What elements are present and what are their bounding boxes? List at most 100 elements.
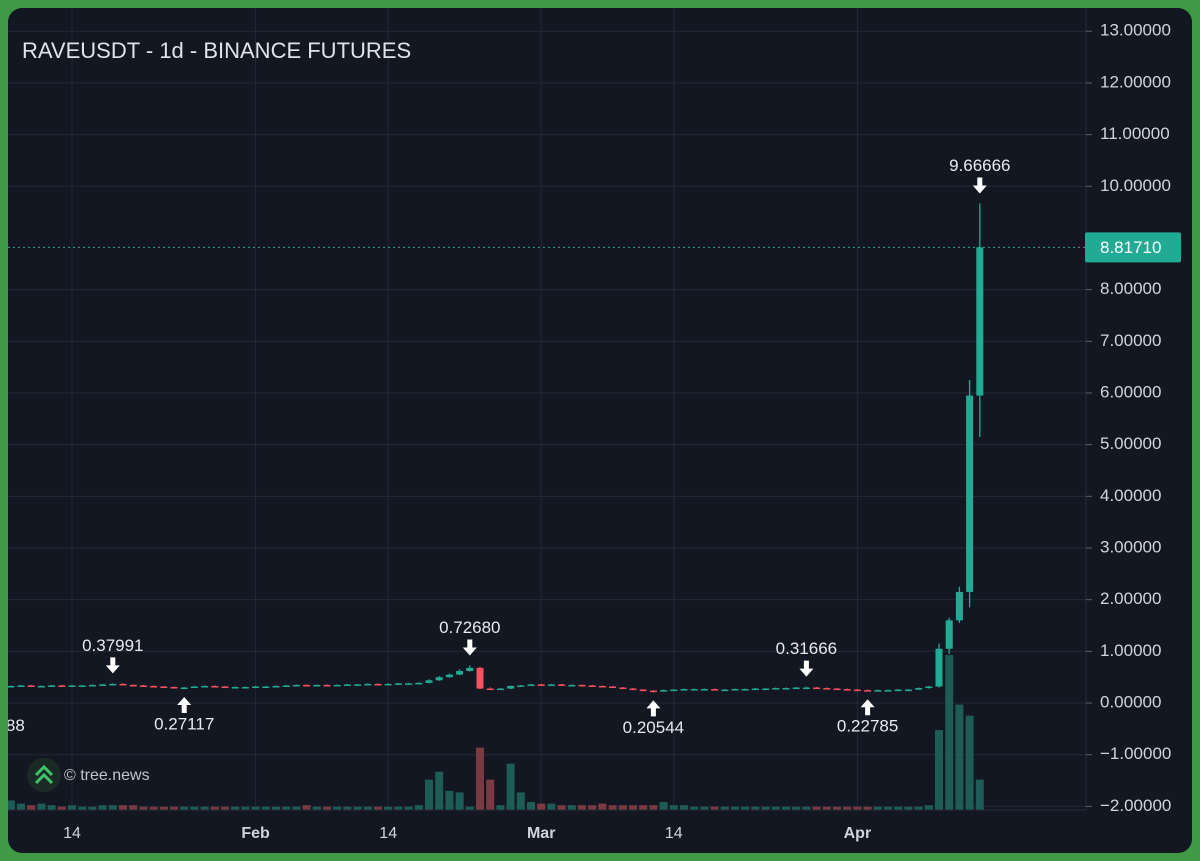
candle-body	[292, 684, 300, 687]
last-price-tag	[1085, 232, 1181, 263]
volume-bar	[741, 806, 750, 810]
volume-bar	[904, 806, 913, 810]
volume-bar	[404, 806, 413, 810]
candle-body	[955, 591, 963, 621]
volume-bar	[884, 806, 892, 810]
watermark-text: © tree.news	[64, 767, 150, 784]
candle-body	[751, 688, 759, 691]
volume-bar	[139, 806, 148, 810]
candle-body	[323, 684, 331, 687]
candle-body	[221, 686, 229, 688]
candle-body	[78, 685, 86, 687]
annotations: 0.37991 0.27117 0.72680 0.20544 0.31666 0.227…	[8, 156, 1011, 737]
volume-pane	[8, 655, 984, 810]
candle-body	[864, 690, 872, 692]
candle-body	[150, 685, 158, 688]
volume-bar	[374, 806, 382, 810]
candle-body	[333, 684, 341, 687]
annotation-label: 0.22785	[837, 717, 898, 736]
candle-body	[282, 685, 290, 687]
volume-bar	[506, 763, 515, 810]
candle-body	[598, 685, 606, 688]
annotation-arrow	[799, 660, 814, 677]
candle-body	[68, 685, 76, 687]
volume-bar	[649, 805, 658, 810]
volume-bar	[159, 806, 168, 810]
volume-bar	[853, 806, 862, 810]
candle-body	[660, 690, 668, 692]
volume-bar	[629, 805, 637, 810]
candle-body	[27, 685, 35, 687]
volume-bar	[792, 806, 801, 810]
volume-bar	[618, 805, 627, 810]
volume-bar	[659, 802, 668, 810]
candle-body	[558, 684, 566, 686]
chart-title: RAVEUSDT - 1d - BINANCE FUTURES	[22, 38, 411, 63]
candle-body	[405, 683, 413, 685]
watermark: © tree.news	[27, 758, 150, 792]
volume-bar	[639, 805, 648, 810]
volume-bar	[57, 806, 66, 810]
candle-body	[680, 689, 688, 691]
volume-bar	[78, 806, 87, 810]
volume-bar	[567, 805, 576, 810]
candle-body	[609, 686, 617, 688]
volume-bar	[690, 806, 699, 810]
volume-bar	[302, 805, 311, 810]
volume-bar	[588, 805, 597, 810]
candle-body	[160, 686, 168, 688]
axes: 13.00000 12.00000 11.00000 10.00000 8.00000 7…	[63, 21, 1181, 842]
candle-body	[394, 683, 402, 685]
candle-body	[772, 688, 780, 690]
y-tick-label: 5.00000	[1100, 434, 1161, 453]
candle-body	[109, 683, 117, 686]
annotation-arrow	[105, 657, 120, 674]
candle-body	[833, 688, 841, 691]
volume-bar	[384, 806, 393, 810]
candle-body	[129, 684, 137, 687]
candle-body	[354, 684, 362, 686]
candle-body	[374, 683, 382, 686]
candle-body	[935, 648, 943, 687]
volume-bar	[108, 805, 117, 810]
volume-bar	[720, 806, 729, 810]
candle-body	[894, 689, 902, 692]
candle-body	[211, 685, 219, 688]
candle-body	[476, 667, 484, 689]
y-tick-label: 3.00000	[1100, 537, 1161, 556]
y-tick-label: 4.00000	[1100, 486, 1161, 505]
volume-bar	[394, 806, 403, 810]
volume-bar	[119, 805, 127, 810]
candle-body	[364, 683, 372, 686]
volume-bar	[251, 806, 260, 810]
candle-body	[384, 683, 392, 686]
volume-bar	[333, 806, 342, 810]
volume-bar	[272, 806, 280, 810]
volume-bar	[200, 806, 209, 810]
candle-body	[537, 684, 545, 686]
x-tick-label: 14	[63, 825, 81, 842]
candle-body	[527, 684, 535, 686]
candle-body	[782, 688, 790, 690]
volume-bar	[843, 806, 852, 810]
volume-bar	[608, 805, 617, 810]
candle-body	[425, 680, 433, 683]
volume-bar	[210, 806, 219, 810]
volume-bar	[17, 803, 25, 810]
candle-body	[629, 688, 637, 691]
candle-body	[904, 689, 912, 692]
annotation-arrow	[646, 700, 661, 717]
volume-bar	[782, 806, 790, 810]
volume-bar	[27, 805, 36, 810]
candle-body	[456, 670, 464, 675]
volume-bar	[323, 806, 331, 810]
chart-background	[8, 8, 1192, 853]
candle-body	[639, 689, 647, 692]
volume-bar	[435, 771, 444, 810]
candle-body	[853, 689, 861, 692]
candle-body	[711, 689, 719, 691]
volume-bar	[761, 806, 770, 810]
volume-bar	[261, 806, 270, 810]
volume-bar	[88, 806, 97, 810]
